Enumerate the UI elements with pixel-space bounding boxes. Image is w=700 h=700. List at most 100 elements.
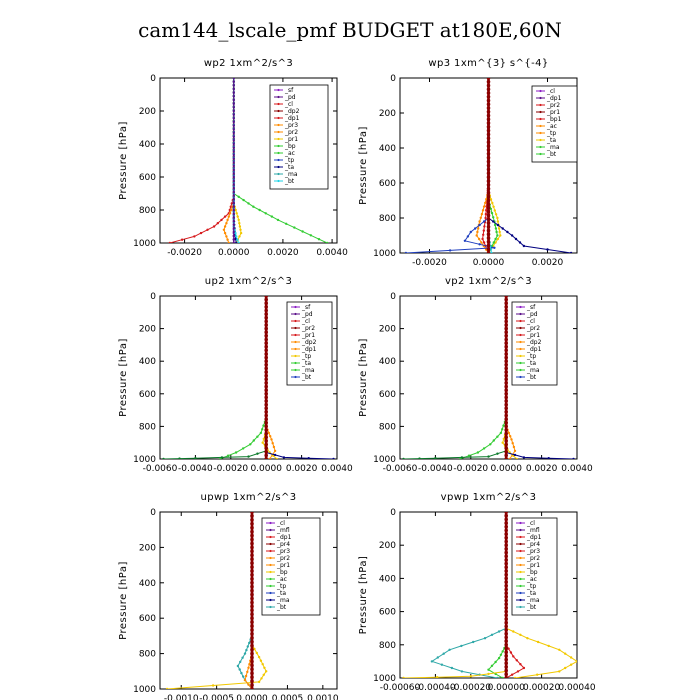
data-point	[497, 656, 501, 660]
data-point	[238, 668, 241, 671]
series-group	[402, 296, 575, 459]
data-point	[489, 443, 492, 446]
legend-label: _sf	[284, 87, 294, 94]
data-point	[504, 384, 509, 389]
data-point	[252, 439, 255, 442]
x-tick-label: 0.0000	[218, 248, 250, 258]
data-point	[232, 109, 235, 113]
data-point	[264, 297, 269, 302]
series-group	[402, 512, 577, 678]
data-point	[496, 237, 500, 241]
legend-label: _ac	[284, 150, 295, 157]
legend-label: _bp	[284, 143, 296, 150]
panel-title: wp2 1xm^2/s^3	[204, 58, 293, 69]
data-point	[485, 209, 488, 212]
data-point	[536, 640, 540, 644]
plot-frame	[159, 511, 338, 690]
data-point	[232, 139, 235, 142]
data-point	[504, 628, 509, 632]
data-point	[492, 439, 495, 442]
data-point	[232, 205, 235, 208]
data-point	[504, 554, 509, 559]
data-point	[504, 366, 509, 371]
data-point	[504, 650, 509, 654]
y-tick-label: 0	[390, 508, 396, 518]
data-point	[504, 337, 509, 342]
data-point	[499, 653, 503, 656]
legend-marker	[539, 131, 542, 135]
data-point	[504, 528, 509, 533]
legend-marker	[294, 319, 297, 323]
data-point	[501, 676, 504, 678]
legend-label: _dp1	[284, 115, 300, 122]
data-point	[232, 227, 235, 230]
data-point	[526, 637, 529, 640]
data-point	[484, 212, 488, 216]
data-point	[504, 595, 509, 599]
data-point	[486, 198, 491, 203]
data-point	[250, 628, 254, 632]
data-point	[479, 216, 482, 219]
data-point	[486, 251, 491, 253]
data-point	[486, 213, 491, 218]
data-point	[504, 388, 509, 393]
legend-label: _pr2	[301, 325, 315, 332]
data-point	[504, 513, 509, 518]
legend-marker	[519, 584, 522, 588]
data-point	[440, 663, 444, 666]
legend-marker	[277, 130, 280, 134]
legend-marker	[269, 584, 272, 588]
legend-marker	[269, 563, 272, 567]
data-point	[504, 639, 509, 643]
legend-marker	[277, 158, 280, 162]
data-point	[250, 671, 254, 676]
data-point	[246, 670, 249, 674]
data-point	[232, 241, 235, 243]
data-point	[504, 297, 509, 302]
data-point	[504, 672, 509, 677]
data-point	[448, 648, 451, 651]
legend-label: _cl	[526, 520, 535, 527]
x-tick-label: 0.0020	[532, 258, 564, 268]
legend-label: _pr1	[284, 136, 298, 143]
data-point	[434, 457, 437, 459]
data-point	[486, 91, 491, 95]
data-point	[235, 235, 238, 238]
legend-label: _cl	[526, 318, 535, 325]
legend-label: _pr2	[526, 325, 540, 332]
data-point	[212, 225, 216, 228]
y-tick-label: 600	[379, 608, 396, 618]
data-point	[504, 334, 509, 338]
data-point	[504, 370, 509, 374]
legend-marker	[539, 96, 542, 100]
data-point	[270, 438, 273, 441]
y-tick-label: 1000	[133, 685, 156, 695]
data-point	[569, 663, 573, 666]
data-point	[250, 529, 254, 534]
legend-label: _pr1	[301, 332, 315, 339]
data-point	[476, 451, 480, 454]
legend-label: _pr1	[546, 109, 560, 116]
data-point	[487, 455, 490, 458]
y-tick-label: 800	[139, 206, 156, 216]
legend-marker	[519, 556, 522, 560]
legend-marker	[539, 89, 542, 93]
legend-label: _cl	[276, 520, 285, 527]
y-tick-label: 200	[379, 325, 396, 335]
data-point	[493, 246, 496, 249]
data-point	[236, 664, 240, 668]
panel-title: wp3 1xm^{3} s^{-4}	[428, 58, 548, 69]
y-tick-label: 600	[139, 173, 156, 183]
data-point	[504, 439, 509, 443]
y-tick-label: 200	[139, 543, 156, 553]
data-point	[486, 87, 491, 92]
data-point	[250, 537, 254, 542]
legend-label: _tp	[526, 583, 536, 590]
data-point	[504, 543, 509, 547]
data-point	[564, 666, 567, 670]
data-point	[264, 337, 269, 342]
legend-label: _mfl	[276, 527, 290, 534]
data-point	[165, 687, 169, 689]
data-point	[232, 219, 235, 223]
data-point	[264, 453, 269, 458]
